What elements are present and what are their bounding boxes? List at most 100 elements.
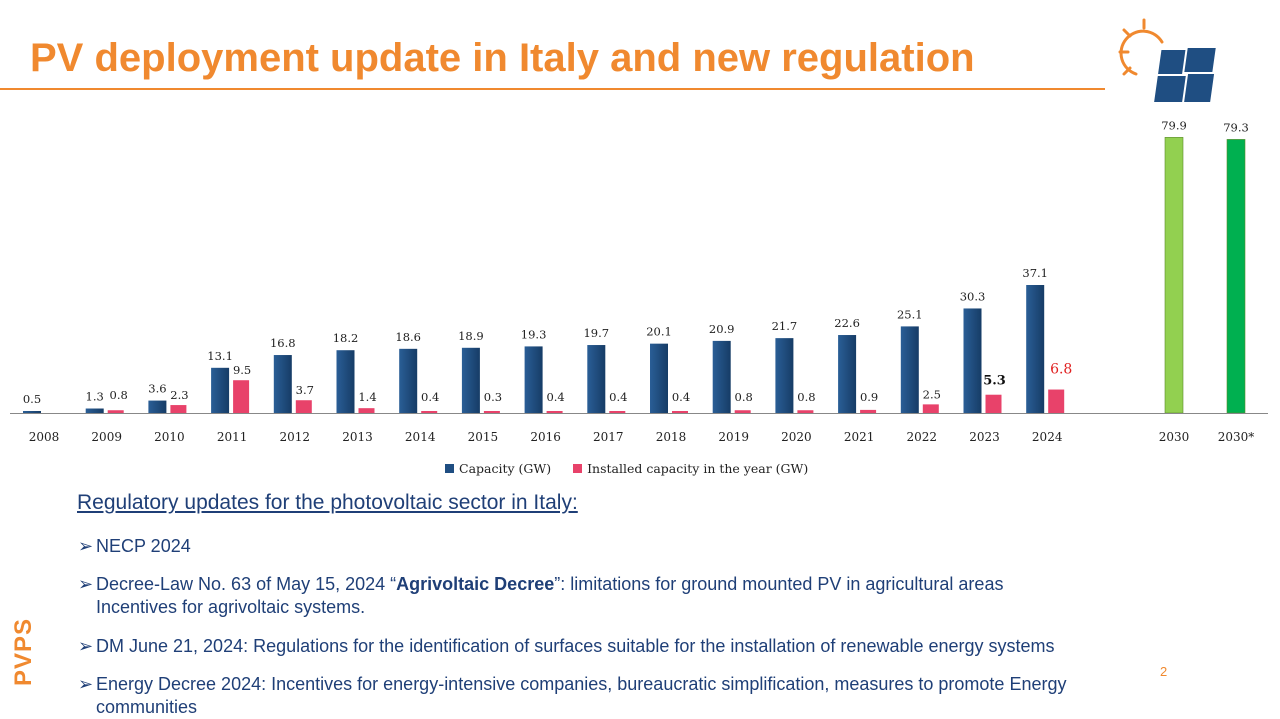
installed-label-2024: 6.8 bbox=[1050, 362, 1072, 378]
installed-bar-2013 bbox=[358, 408, 375, 413]
capacity-label-2019: 20.9 bbox=[709, 322, 735, 336]
capacity-label-2020: 21.7 bbox=[772, 319, 798, 333]
installed-label-2014: 0.4 bbox=[421, 390, 439, 404]
capacity-bar-2015 bbox=[461, 347, 480, 413]
capacity-label-2010: 3.6 bbox=[148, 382, 166, 396]
legend-label-capacity: Capacity (GW) bbox=[459, 461, 552, 476]
bullet-text: NECP 2024 bbox=[96, 536, 191, 556]
capacity-bar-2014 bbox=[399, 348, 418, 413]
installed-bar-2012 bbox=[295, 400, 312, 413]
installed-label-2022: 2.5 bbox=[923, 387, 941, 401]
capacity-label-2013: 18.2 bbox=[333, 331, 359, 345]
installed-bar-2009 bbox=[107, 410, 124, 413]
installed-label-2011: 9.5 bbox=[233, 363, 251, 377]
x-tick-label-2011: 2011 bbox=[217, 430, 248, 444]
chart-legend: Capacity (GW) Installed capacity in the … bbox=[445, 461, 826, 476]
capacity-label-2017: 19.7 bbox=[583, 326, 609, 340]
installed-bar-2017 bbox=[609, 411, 626, 413]
capacity-bar-2016 bbox=[524, 346, 543, 413]
capacity-label-2024: 37.1 bbox=[1022, 266, 1048, 280]
legend-swatch-installed bbox=[573, 464, 583, 473]
capacity-label-2021: 22.6 bbox=[834, 316, 860, 330]
capacity-bar-2021 bbox=[838, 335, 857, 413]
target-bar-2030 bbox=[1164, 137, 1184, 414]
installed-label-2018: 0.4 bbox=[672, 390, 690, 404]
page-title: PV deployment update in Italy and new re… bbox=[30, 36, 975, 80]
bullet-second-line: communities bbox=[96, 697, 198, 717]
installed-bar-2021 bbox=[860, 409, 877, 413]
installed-label-2016: 0.4 bbox=[546, 390, 564, 404]
bullet-text: DM June 21, 2024: Regulations for the id… bbox=[96, 636, 1055, 656]
x-tick-label-2024: 2024 bbox=[1032, 430, 1063, 444]
arrow-bullet-icon: ➢ bbox=[78, 574, 94, 594]
installed-label-2012: 3.7 bbox=[296, 383, 314, 397]
capacity-bar-2012 bbox=[273, 355, 292, 413]
pv-sun-logo-icon bbox=[1118, 18, 1216, 102]
bullet-energy-decree: ➢ Energy Decree 2024: Incentives for ener… bbox=[78, 673, 1258, 719]
capacity-bar-2011 bbox=[211, 367, 230, 413]
capacity-bar-2009 bbox=[85, 408, 104, 413]
installed-label-2009: 0.8 bbox=[110, 388, 128, 402]
x-tick-label-2020: 2020 bbox=[781, 430, 812, 444]
capacity-bar-2017 bbox=[587, 345, 606, 413]
installed-bar-2022 bbox=[922, 404, 939, 413]
pvps-side-label: PVPS bbox=[10, 600, 68, 700]
x-tick-label-2017: 2017 bbox=[593, 430, 624, 444]
legend-installed: Installed capacity in the year (GW) bbox=[573, 461, 808, 476]
arrow-bullet-icon: ➢ bbox=[78, 636, 94, 656]
installed-label-2021: 0.9 bbox=[860, 390, 878, 404]
capacity-label-2012: 16.8 bbox=[270, 336, 296, 350]
target-bar-2030* bbox=[1226, 139, 1246, 414]
installed-bar-2023 bbox=[985, 394, 1002, 413]
page-number: 2 bbox=[1160, 664, 1168, 679]
installed-bar-2019 bbox=[734, 410, 751, 413]
x-tick-label-2010: 2010 bbox=[154, 430, 185, 444]
installed-bar-2016 bbox=[546, 411, 563, 413]
x-tick-label-2009: 2009 bbox=[91, 430, 122, 444]
capacity-bar-2024 bbox=[1026, 285, 1045, 413]
target-label-2030*: 79.3 bbox=[1223, 120, 1249, 134]
x-tick-label-2022: 2022 bbox=[907, 430, 938, 444]
bullet-bold-text: Agrivoltaic Decree bbox=[396, 574, 555, 594]
x-tick-label-2012: 2012 bbox=[280, 430, 311, 444]
capacity-bar-2022 bbox=[900, 326, 919, 413]
arrow-bullet-icon: ➢ bbox=[78, 536, 94, 556]
capacity-label-2008: 0.5 bbox=[23, 392, 41, 406]
x-tick-label-2030: 2030 bbox=[1159, 430, 1190, 444]
capacity-label-2011: 13.1 bbox=[207, 349, 233, 363]
installed-bar-2014 bbox=[421, 411, 438, 413]
capacity-bar-2010 bbox=[148, 400, 167, 413]
legend-swatch-capacity bbox=[445, 464, 454, 473]
x-tick-label-2019: 2019 bbox=[718, 430, 749, 444]
regulation-heading: Regulatory updates for the photovoltaic … bbox=[77, 491, 578, 514]
x-tick-label-2018: 2018 bbox=[656, 430, 687, 444]
x-tick-label-2008: 2008 bbox=[29, 430, 60, 444]
installed-label-2015: 0.3 bbox=[484, 390, 502, 404]
capacity-label-2016: 19.3 bbox=[521, 327, 547, 341]
installed-label-2023: 5.3 bbox=[983, 374, 1006, 389]
x-tick-label-2015: 2015 bbox=[468, 430, 499, 444]
x-tick-label-2030*: 2030* bbox=[1218, 430, 1255, 444]
capacity-label-2023: 30.3 bbox=[960, 289, 986, 303]
installed-bar-2011 bbox=[233, 380, 250, 413]
installed-bar-2024 bbox=[1048, 389, 1065, 413]
capacity-label-2022: 25.1 bbox=[897, 307, 923, 321]
bullet-text: Energy Decree 2024: Incentives for energ… bbox=[96, 674, 1067, 694]
capacity-bar-2019 bbox=[712, 340, 731, 413]
capacity-bar-2023 bbox=[963, 308, 982, 413]
title-divider bbox=[0, 88, 1105, 90]
capacity-label-2015: 18.9 bbox=[458, 329, 484, 343]
pv-capacity-chart: 0.5 1.3 0.8 3.6 2.3 13.19.5 16.8 3.7 18.2 1.4 18.6… bbox=[10, 118, 1268, 444]
bullet-second-line: Incentives for agrivoltaic systems. bbox=[96, 597, 366, 617]
installed-bar-2015 bbox=[483, 411, 500, 413]
bullet-dm-june: ➢ DM June 21, 2024: Regulations for the i… bbox=[78, 635, 1258, 658]
capacity-bar-2018 bbox=[650, 343, 668, 413]
installed-label-2013: 1.4 bbox=[358, 390, 376, 404]
installed-bar-2018 bbox=[672, 411, 688, 413]
x-tick-label-2021: 2021 bbox=[844, 430, 875, 444]
x-tick-label-2016: 2016 bbox=[530, 430, 561, 444]
bullet-text-continued: ”: limitations for ground mounted PV in … bbox=[554, 574, 1004, 594]
x-tick-label-2014: 2014 bbox=[405, 430, 436, 444]
target-label-2030: 79.9 bbox=[1161, 118, 1187, 132]
installed-bar-2020 bbox=[797, 410, 814, 413]
